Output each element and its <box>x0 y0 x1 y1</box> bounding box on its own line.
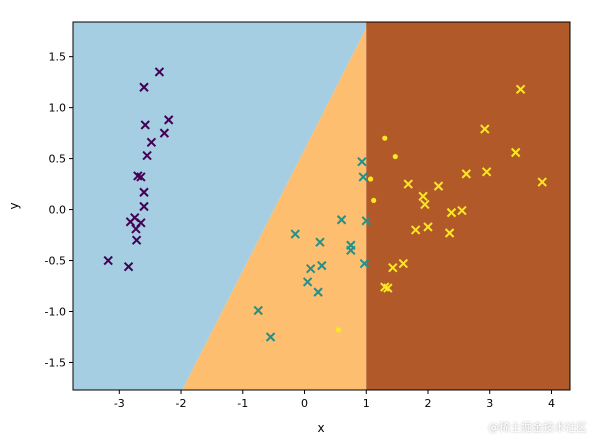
point-x-s2-6 <box>418 191 428 202</box>
y-tick-label: 1.0 <box>49 102 67 115</box>
point-x-s1-0 <box>253 305 263 316</box>
y-tick-label: 0.5 <box>49 153 67 166</box>
x-axis: -3 -2 -1 0 1 2 3 4 <box>114 390 555 410</box>
point-x-s2-16 <box>510 147 521 158</box>
point-x-s0-7 <box>136 172 146 182</box>
point-x-s0-12 <box>139 82 149 92</box>
point-x-s0-8 <box>136 218 146 228</box>
point-x-s0-16 <box>159 128 170 138</box>
x-tick-label: -1 <box>237 397 248 410</box>
point-x-s2-2 <box>388 262 398 273</box>
point-x-s1-11 <box>357 156 367 167</box>
point-x-s0-14 <box>146 137 157 147</box>
x-tick-label: -3 <box>114 397 125 410</box>
point-x-s2-17 <box>515 84 526 94</box>
y-axis-label: y <box>7 202 21 209</box>
point-x-s1-6 <box>315 237 325 247</box>
decision-regions <box>73 22 570 390</box>
region-class-2 <box>366 22 570 390</box>
point-x-s2-10 <box>444 228 455 238</box>
point-x-s1-1 <box>265 332 276 342</box>
point-x-s1-2 <box>290 229 300 239</box>
point-x-s0-9 <box>139 187 149 197</box>
point-x-s2-4 <box>403 179 413 189</box>
x-tick-label: -2 <box>176 397 187 410</box>
point-x-s2-7 <box>420 199 430 210</box>
point-dot-s3-0 <box>335 327 342 333</box>
point-x-s0-0 <box>103 255 113 266</box>
x-tick-label: 0 <box>301 397 308 410</box>
x-axis-label: x <box>317 421 324 435</box>
point-x-s1-5 <box>313 287 323 297</box>
point-x-s2-13 <box>461 169 471 179</box>
point-x-s2-1 <box>383 283 393 293</box>
point-x-s1-8 <box>336 215 347 225</box>
point-x-s1-10 <box>346 245 356 256</box>
point-dot-s3-4 <box>392 153 398 160</box>
point-x-s2-18 <box>537 177 547 187</box>
point-x-s1-4 <box>305 263 316 274</box>
point-x-s1-12 <box>358 172 368 182</box>
y-axis: -1.5 -1.0 -0.5 0.0 0.5 1.0 1.5 <box>45 51 73 369</box>
point-x-s1-7 <box>317 260 327 271</box>
x-tick-label: 2 <box>425 397 432 410</box>
point-x-s2-8 <box>423 222 433 232</box>
point-x-s1-3 <box>302 277 313 287</box>
point-dot-s3-2 <box>371 197 377 203</box>
y-tick-label: 0.0 <box>49 204 67 217</box>
x-tick-label: 4 <box>548 397 555 410</box>
point-x-s0-13 <box>142 150 152 161</box>
point-x-s0-5 <box>131 235 142 245</box>
y-tick-label: -0.5 <box>45 255 66 268</box>
point-x-s2-3 <box>398 258 409 269</box>
y-tick-label: -1.5 <box>45 356 66 369</box>
watermark-text: @稀土掘金技术社区 <box>488 421 587 434</box>
point-x-s2-14 <box>480 124 490 134</box>
data-points <box>103 67 547 342</box>
point-x-s2-5 <box>410 225 421 235</box>
region-class-0 <box>73 22 370 390</box>
y-tick-label: 1.5 <box>49 51 67 64</box>
point-x-s0-11 <box>140 120 150 130</box>
point-dot-s3-3 <box>382 135 388 141</box>
point-x-s0-10 <box>139 201 149 212</box>
point-x-s2-12 <box>457 205 467 216</box>
x-tick-label: 3 <box>486 397 493 410</box>
y-tick-label: -1.0 <box>45 306 66 319</box>
point-x-s0-15 <box>154 67 165 77</box>
plot-frame <box>72 21 571 391</box>
point-x-s1-14 <box>361 216 371 226</box>
point-x-s1-13 <box>359 258 370 269</box>
point-dot-s3-1 <box>367 176 374 182</box>
region-class-1 <box>182 22 370 390</box>
x-tick-label: 1 <box>363 397 370 410</box>
point-x-s2-9 <box>433 181 444 191</box>
point-x-s0-17 <box>163 115 174 125</box>
point-x-s2-11 <box>446 207 457 218</box>
point-x-s2-15 <box>481 167 492 177</box>
point-x-s0-1 <box>123 261 134 272</box>
